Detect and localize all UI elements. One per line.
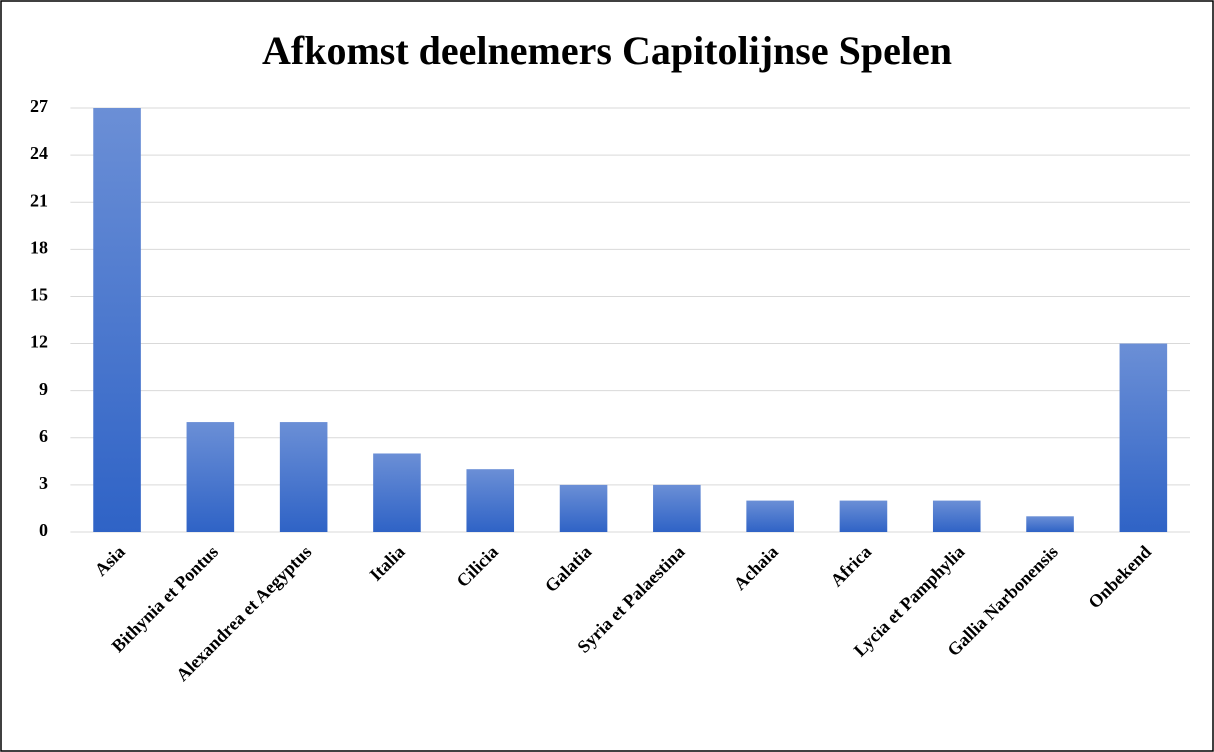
y-tick-label: 18 (30, 237, 48, 257)
y-tick-label: 21 (30, 190, 48, 210)
y-tick-label: 3 (39, 473, 48, 493)
bar (93, 108, 141, 532)
y-tick-label: 15 (30, 285, 48, 305)
bar (559, 484, 608, 532)
y-tick-label: 9 (39, 379, 48, 399)
bar (1119, 343, 1168, 532)
bar (653, 484, 701, 532)
y-tick-label: 0 (39, 520, 48, 540)
bar (186, 422, 235, 532)
y-tick-label: 12 (30, 332, 48, 352)
bar (1026, 516, 1074, 532)
bar (746, 500, 794, 532)
bar (839, 500, 888, 532)
y-tick-label: 6 (39, 426, 48, 446)
y-tick-label: 24 (30, 143, 48, 163)
bar (373, 453, 421, 532)
bar (932, 500, 981, 532)
y-tick-label: 27 (30, 96, 48, 116)
bar (279, 422, 328, 532)
bar (466, 469, 515, 532)
chart-title: Afkomst deelnemers Capitolijnse Spelen (262, 28, 952, 73)
